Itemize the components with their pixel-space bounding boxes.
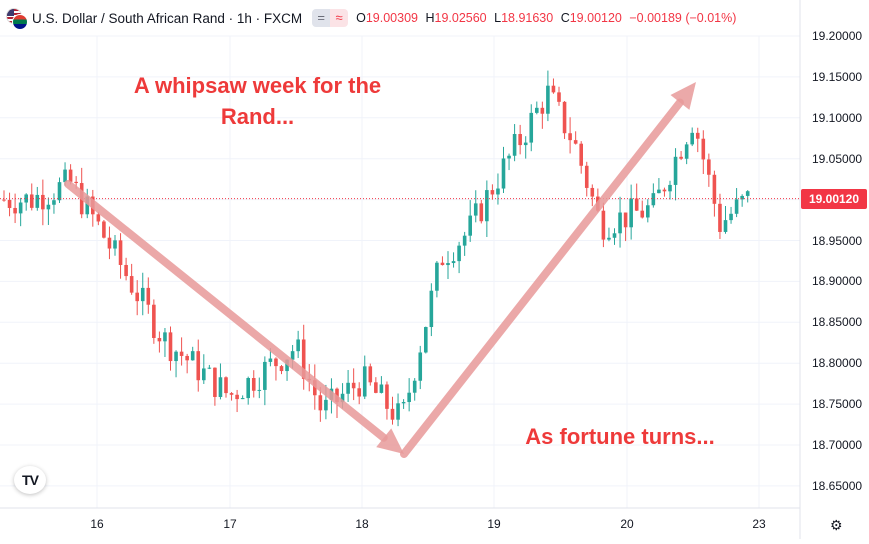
time-tick-label: 17 (223, 517, 237, 531)
open-label: O (356, 11, 366, 25)
annotation-bottom: As fortune turns... (525, 424, 715, 449)
annotation-top: A whipsaw week for the Rand... (133, 73, 382, 129)
time-tick-label: 16 (90, 517, 104, 531)
price-tick-label: 19.05000 (812, 151, 863, 166)
equals-icon[interactable]: = (312, 9, 331, 27)
currency-flags-icon (6, 8, 28, 30)
price-tick-label: 18.70000 (812, 438, 863, 452)
open-value: 19.00309 (365, 11, 418, 25)
price-tick-label: 18.75000 (812, 397, 863, 412)
change-value: −0.00189 (−0.01%) (629, 11, 737, 25)
close-label: C (560, 11, 570, 25)
high-label: H (425, 11, 435, 25)
price-tick-label: 18.90000 (812, 274, 863, 289)
time-tick-label: 19 (487, 517, 501, 531)
price-tick-label: 18.80000 (812, 356, 863, 371)
time-tick-label: 20 (620, 517, 634, 531)
chart-header: U.S. Dollar / South African Rand · 1h · … (0, 0, 800, 36)
low-label: L (494, 11, 502, 25)
price-tick-label: 18.65000 (812, 478, 863, 493)
settings-icon[interactable]: ⚙ (830, 517, 843, 533)
price-tick-label: 19.20000 (812, 29, 863, 43)
price-tick-label: 19.10000 (812, 110, 863, 125)
low-value: 18.91630 (501, 11, 554, 25)
last-price-tag: 19.00120 (801, 189, 867, 209)
symbol-title[interactable]: U.S. Dollar / South African Rand · 1h · … (32, 10, 303, 26)
wave-icon[interactable]: ≈ (330, 9, 349, 27)
tradingview-logo[interactable]: TV (14, 466, 46, 494)
close-value: 19.00120 (569, 11, 622, 25)
time-tick-label: 18 (355, 517, 369, 531)
visibility-toggle[interactable]: = ≈ (312, 9, 349, 27)
price-tick-label: 18.85000 (812, 315, 863, 330)
high-value: 19.02560 (434, 11, 487, 25)
price-tick-label: 18.95000 (812, 233, 863, 248)
price-tick-label: 19.15000 (812, 69, 863, 84)
ohlc-values: O19.00309 H19.02560 L18.91630 C19.00120 … (356, 11, 740, 25)
time-tick-label: 23 (752, 517, 766, 531)
